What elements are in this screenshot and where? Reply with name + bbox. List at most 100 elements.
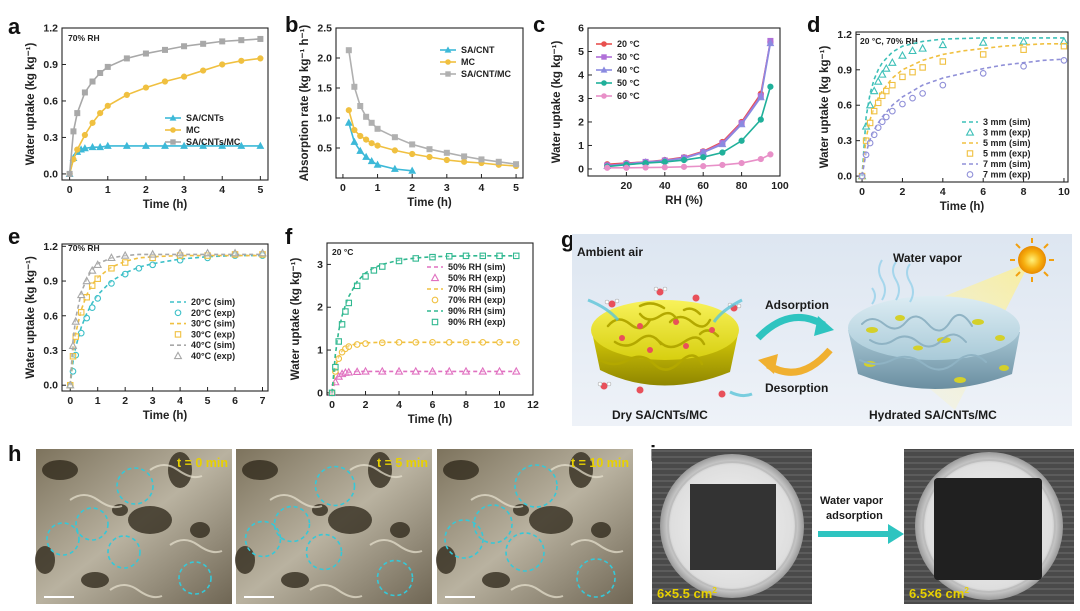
dark-region	[168, 452, 192, 488]
data-point	[175, 248, 185, 257]
hydrated-block-label: Hydrated SA/CNTs/MC	[869, 408, 997, 422]
data-point	[661, 158, 668, 166]
series-line	[331, 370, 517, 394]
y-tick-label: 2	[578, 116, 584, 128]
dark-region	[529, 506, 573, 534]
x-axis-label: RH (%)	[665, 195, 703, 207]
light-streak	[169, 539, 223, 554]
light-streak	[570, 539, 624, 554]
data-point	[495, 158, 502, 165]
series-sa-cnt	[344, 118, 417, 174]
dark-region	[591, 522, 611, 538]
data-point	[370, 267, 378, 274]
x-tick-label: 8	[1021, 186, 1027, 198]
series-sa-cnt-mc	[345, 47, 520, 168]
x-tick-label: 2	[900, 186, 906, 198]
series-90-rh-exp-	[328, 252, 520, 397]
data-point	[104, 102, 111, 109]
data-point	[719, 161, 726, 169]
data-point	[121, 270, 129, 278]
data-point	[881, 63, 891, 72]
x-tick-label: 3	[150, 395, 156, 407]
series-line	[68, 145, 261, 175]
legend-label: 40 °C	[617, 65, 640, 75]
data-point	[874, 99, 882, 107]
data-point	[391, 147, 398, 154]
data-point	[496, 338, 503, 346]
data-point	[344, 367, 354, 376]
legend-label: 50% RH (exp)	[448, 273, 506, 283]
data-point	[443, 149, 450, 156]
data-point	[408, 166, 417, 174]
data-point	[979, 69, 987, 77]
panel-g: g Ambient air Water vapor	[561, 227, 1072, 426]
data-point	[462, 252, 470, 260]
x-tick-label: 1	[375, 182, 381, 194]
data-point	[374, 142, 381, 149]
dark-region	[368, 452, 392, 488]
y-tick-label: 5	[578, 46, 584, 58]
y-tick-label: 0.3	[43, 132, 58, 144]
data-point	[1060, 42, 1068, 50]
y-tick-label: 0.9	[837, 64, 852, 76]
legend-label: 3 mm (exp)	[983, 128, 1031, 138]
legend-label: 5 mm (sim)	[983, 138, 1031, 148]
data-point	[87, 265, 97, 274]
data-point	[642, 164, 649, 171]
data-point	[353, 341, 361, 348]
light-streak	[69, 494, 123, 509]
y-tick-label: 1.2	[837, 29, 852, 41]
data-point	[77, 329, 85, 337]
panel-label-c: c	[533, 12, 545, 37]
x-tick-label: 3	[444, 182, 450, 194]
data-point	[328, 389, 336, 397]
legend-marker	[444, 46, 452, 53]
series-line	[331, 255, 517, 393]
data-point	[332, 363, 339, 371]
x-tick-label: 0	[859, 186, 865, 198]
legend-label: 50 °C	[617, 78, 640, 88]
legend-label: SA/CNTs/MC	[186, 137, 241, 147]
droplet-circle	[273, 505, 311, 543]
data-point	[756, 93, 765, 101]
data-point	[394, 366, 404, 375]
series-3-mm-sim-	[861, 37, 1064, 177]
x-tick-label: 10	[1058, 186, 1070, 198]
y-tick-label: 1	[578, 140, 584, 152]
droplet-circle	[514, 464, 558, 508]
legend-marker	[170, 139, 176, 145]
data-point	[199, 141, 208, 149]
x-tick-label: 100	[771, 180, 789, 192]
data-point	[357, 132, 364, 140]
x-tick-label: 1	[95, 395, 101, 407]
data-point	[88, 282, 96, 289]
legend-marker	[601, 41, 607, 47]
data-point	[108, 280, 115, 287]
data-point	[888, 57, 897, 66]
data-point	[870, 131, 878, 139]
legend-label: 40°C (sim)	[191, 340, 235, 350]
data-point	[230, 248, 240, 257]
droplet-circle	[75, 507, 109, 541]
legend-label: MC	[461, 57, 475, 67]
x-tick-label: 60	[697, 180, 709, 192]
light-streak	[349, 464, 403, 479]
x-tick-label: 0	[340, 182, 346, 194]
data-point	[680, 156, 688, 164]
data-point	[65, 380, 75, 389]
data-point	[889, 81, 896, 89]
x-tick-label: 2	[363, 399, 369, 411]
data-point	[107, 253, 116, 262]
y-tick-label: 0.3	[837, 135, 852, 147]
data-point	[368, 140, 375, 147]
legend-marker	[174, 309, 182, 317]
x-axis-label: Time (h)	[143, 410, 188, 422]
hydrated-composite-block	[848, 259, 1020, 389]
data-point	[443, 156, 450, 164]
dark-region	[35, 546, 55, 574]
data-point	[899, 73, 906, 81]
data-point	[70, 128, 77, 135]
droplet-circle	[244, 520, 282, 558]
data-point	[335, 338, 342, 345]
data-point	[878, 118, 886, 126]
